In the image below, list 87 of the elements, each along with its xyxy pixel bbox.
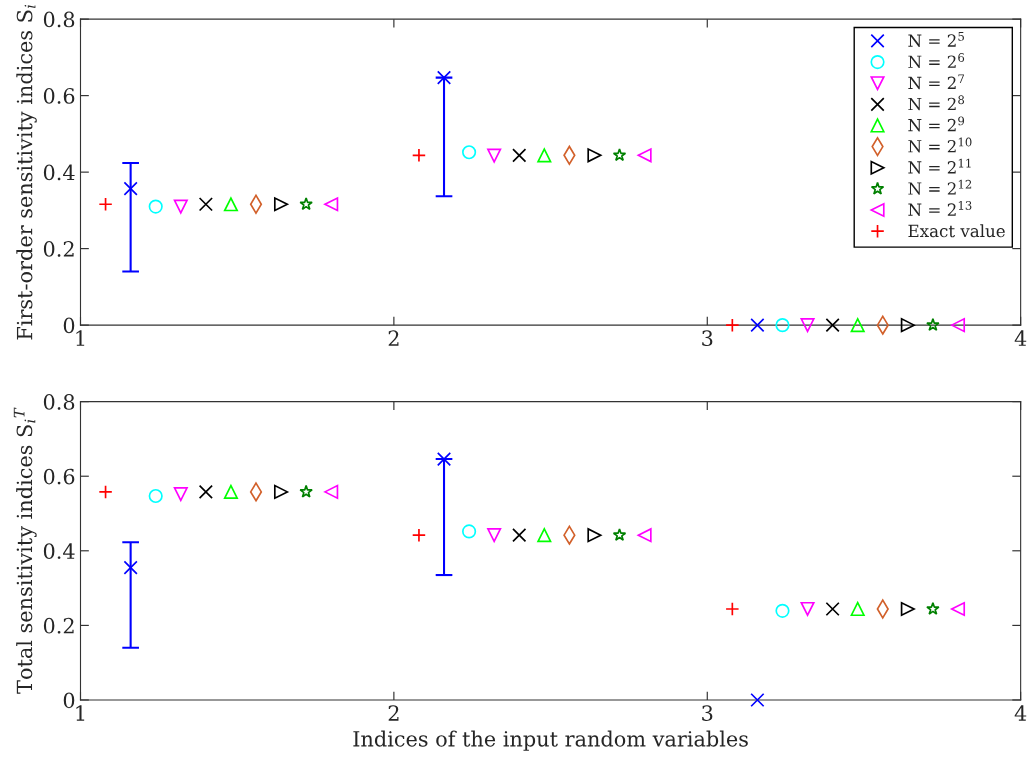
x-tick-label: 3 [702,705,713,721]
point [825,601,840,617]
point [299,484,313,498]
point [148,199,163,214]
point [411,528,427,543]
point [299,197,313,211]
point [462,145,477,160]
x-tick-label: 1 [76,705,85,721]
point [324,484,339,499]
x-tick-label: 2 [388,705,399,721]
point [612,148,627,162]
point [487,148,502,163]
point [123,181,138,196]
point [800,318,815,333]
point [725,318,740,333]
point [173,487,188,502]
point [950,318,966,333]
point [612,528,627,542]
y-tick-label: 0.8 [43,11,75,28]
y-tick-label: 0.6 [43,88,75,104]
point [900,318,915,333]
point [249,482,263,502]
legend-label: N = 2$^{13}$ [908,201,972,216]
point [411,148,427,163]
point [725,601,740,617]
point [462,524,477,539]
point [750,692,765,708]
x-tick-label: 4 [1014,330,1027,346]
point [436,451,452,467]
legend-label: N = 2$^{8}$ [908,95,965,111]
point [512,528,527,543]
point [587,148,602,163]
y-axis-title: Total sensitivity indices S$_{i}$$^{T}$ [13,407,37,694]
legend-label: N = 2$^{11}$ [908,158,971,174]
point [637,148,652,163]
y-tick-label: 0.8 [43,394,75,410]
legend-label: N = 2$^{6}$ [908,53,965,69]
x-tick-label: 1 [76,330,85,346]
point [198,484,213,499]
y-tick-label: 0.4 [43,543,75,560]
point [850,601,865,617]
point [926,318,940,332]
y-tick-label: 0.4 [43,164,75,181]
point [273,197,289,212]
point [850,318,865,333]
legend-label: N = 2$^{9}$ [908,116,965,132]
point [173,199,188,214]
x-tick-label: 4 [1014,705,1027,721]
y-tick-label: 0.2 [43,241,74,257]
point [324,197,339,212]
point [223,197,239,212]
point [98,484,113,499]
point [587,528,602,543]
point [800,601,815,617]
point [436,70,452,85]
point [825,318,840,333]
point [98,197,113,212]
y-tick-label: 0.6 [43,468,75,485]
point [750,318,765,333]
legend-label: Exact value [908,224,1005,238]
legend-label: N = 2$^{10}$ [908,137,972,153]
point [148,488,163,504]
point [900,601,915,617]
point [512,148,527,163]
point [775,318,790,333]
point [537,528,552,543]
x-tick-label: 3 [702,330,713,347]
point [249,194,263,214]
y-axis-title: First-order sensitivity indices S$_{i}$ [16,4,37,340]
point [273,484,289,499]
y-tick-label: 0.2 [43,617,74,634]
point [123,560,138,575]
legend-label: N = 2$^{5}$ [908,32,964,47]
point [537,148,552,163]
point [198,197,213,212]
y-tick-label: 0 [63,692,75,709]
point [926,601,940,615]
point [775,603,790,618]
legend-label: N = 2$^{12}$ [908,179,972,195]
point [637,528,652,543]
point [223,484,239,499]
legend-label: N = 2$^{7}$ [908,74,965,90]
x-tick-label: 2 [388,330,399,346]
x-axis-title: Indices of the input random variables [353,730,748,751]
point [487,528,502,543]
y-tick-label: 0 [63,317,75,334]
point [950,601,966,617]
